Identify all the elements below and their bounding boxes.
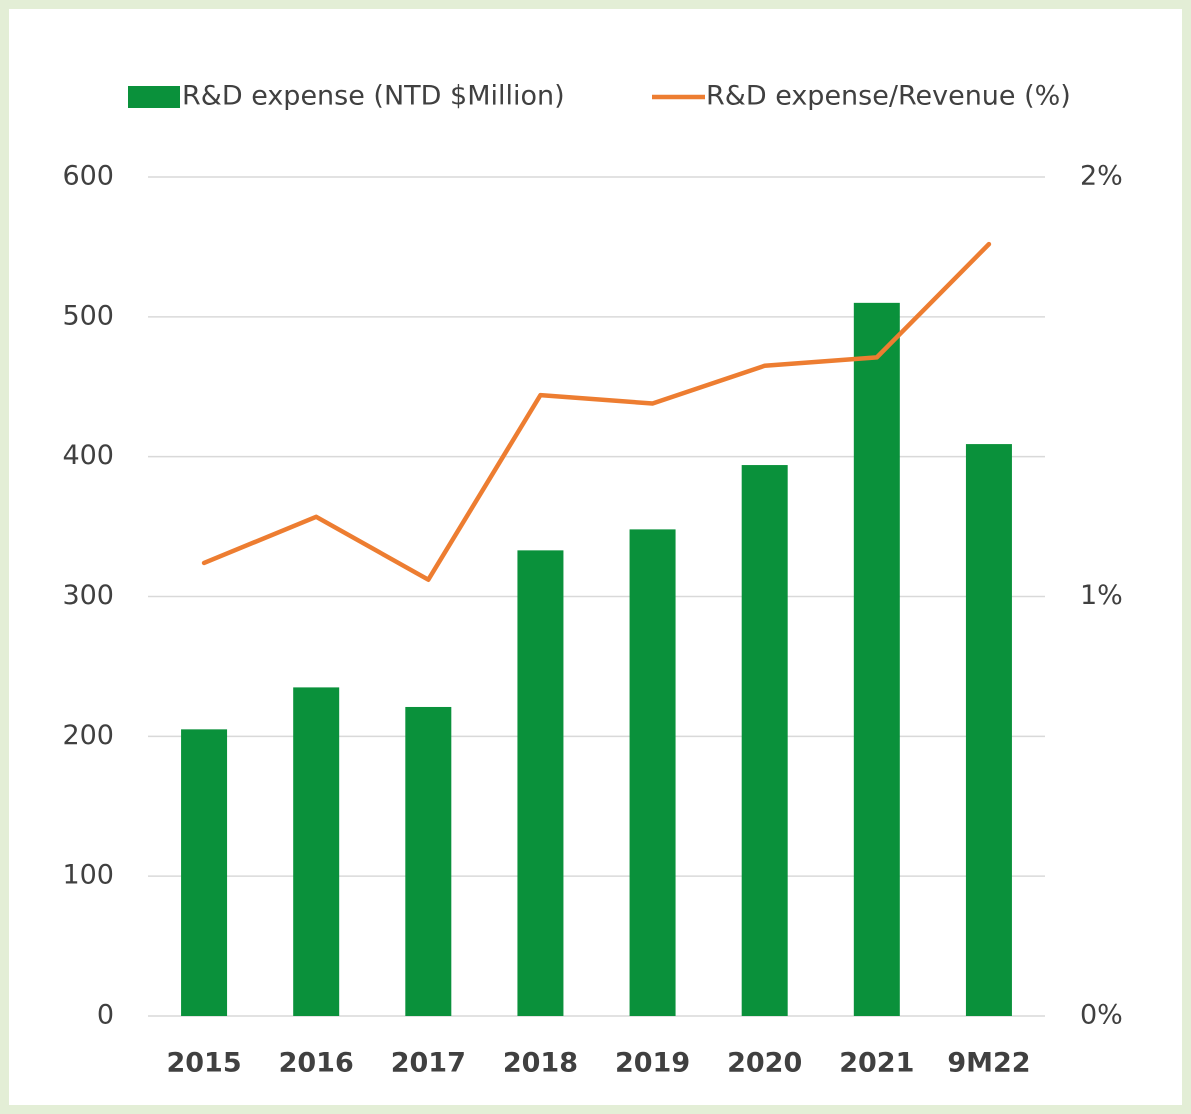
bar	[853, 302, 900, 1017]
y2-tick-label: 2%	[1080, 161, 1123, 192]
x-tick-label: 2019	[615, 1048, 690, 1079]
bar	[629, 529, 676, 1016]
x-tick-label: 2020	[727, 1048, 802, 1079]
bar	[741, 465, 788, 1017]
y-tick-label: 500	[62, 300, 114, 331]
bar	[293, 687, 340, 1016]
y-tick-label: 300	[62, 580, 114, 611]
bar	[405, 706, 452, 1016]
legend-label: R&D expense/Revenue (%)	[706, 81, 1071, 112]
legend-label: R&D expense (NTD $Million)	[182, 81, 565, 112]
y-tick-label: 200	[62, 720, 114, 751]
x-tick-label: 2021	[839, 1048, 914, 1079]
x-tick-label: 2018	[503, 1048, 578, 1079]
y-tick-label: 100	[62, 860, 114, 891]
line	[201, 241, 992, 582]
y-tick-label: 0	[97, 1000, 114, 1031]
y-tick-label: 400	[62, 440, 114, 471]
x-tick-label: 2017	[391, 1048, 466, 1079]
bar	[517, 550, 564, 1016]
y-tick-label: 600	[62, 161, 114, 192]
y2-tick-label: 1%	[1080, 580, 1123, 611]
x-tick-label: 2016	[279, 1048, 354, 1079]
y2-tick-label: 0%	[1080, 1000, 1123, 1031]
bar	[181, 729, 228, 1016]
x-tick-label: 2015	[166, 1048, 241, 1079]
bar	[965, 444, 1012, 1016]
legend-swatch	[128, 86, 180, 108]
x-tick-label: 9M22	[947, 1048, 1030, 1079]
